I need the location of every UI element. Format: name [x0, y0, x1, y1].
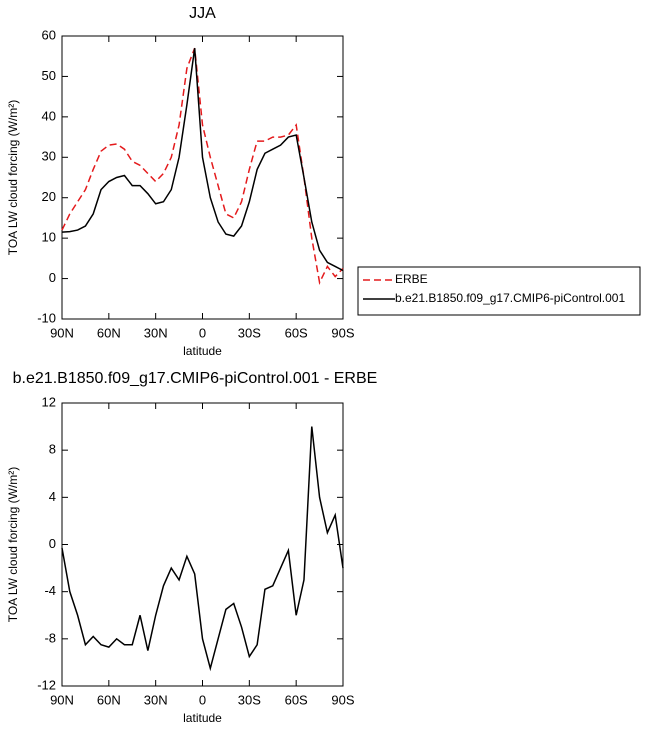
- plot-frame: [61, 402, 344, 687]
- legend-box: [357, 266, 641, 316]
- y-tick-label: 30: [42, 149, 56, 164]
- x-axis-label: latitude: [183, 344, 222, 358]
- x-tick-label: 90S: [331, 325, 354, 340]
- x-tick-label: 30N: [144, 692, 168, 707]
- y-tick-label: -8: [44, 630, 56, 645]
- y-tick-label: 0: [49, 536, 56, 551]
- chart-title: b.e21.B1850.f09_g17.CMIP6-piControl.001 …: [13, 370, 378, 387]
- legend-label: ERBE: [395, 272, 428, 286]
- x-tick-label: 30N: [144, 325, 168, 340]
- y-tick-label: -12: [37, 677, 56, 692]
- data-line: [61, 47, 344, 286]
- x-tick-label: 60N: [97, 325, 121, 340]
- legend-label: b.e21.B1850.f09_g17.CMIP6-piControl.001: [395, 291, 625, 305]
- x-tick-label: 30S: [238, 692, 261, 707]
- y-tick-label: 4: [49, 489, 56, 504]
- x-tick-label: 90N: [50, 325, 74, 340]
- data-line: [61, 426, 344, 672]
- y-tick-label: 12: [42, 394, 56, 409]
- x-tick-label: 60S: [285, 325, 308, 340]
- chart-title: JJA: [189, 5, 216, 22]
- y-tick-label: -10: [37, 310, 56, 325]
- x-tick-label: 90S: [331, 692, 354, 707]
- y-tick-label: -4: [44, 583, 56, 598]
- y-axis-label: TOA LW cloud forcing (W/m²): [6, 100, 20, 256]
- x-axis-label: latitude: [183, 711, 222, 725]
- data-line: [61, 48, 344, 272]
- y-tick-label: 60: [42, 27, 56, 42]
- legend: ERBE b.e21.B1850.f09_g17.CMIP6-piControl.…: [357, 266, 641, 316]
- y-tick-label: 8: [49, 442, 56, 457]
- x-tick-label: 30S: [238, 325, 261, 340]
- x-tick-label: 60S: [285, 692, 308, 707]
- x-tick-label: 60N: [97, 692, 121, 707]
- y-tick-label: 40: [42, 108, 56, 123]
- y-tick-label: 10: [42, 230, 56, 245]
- y-tick-label: 50: [42, 68, 56, 83]
- x-tick-label: 0: [199, 692, 206, 707]
- y-tick-label: 0: [49, 270, 56, 285]
- x-tick-label: 90N: [50, 692, 74, 707]
- y-axis-label: TOA LW cloud forcing (W/m²): [6, 467, 20, 623]
- x-tick-label: 0: [199, 325, 206, 340]
- y-tick-label: 20: [42, 189, 56, 204]
- plot-frame: [61, 35, 344, 320]
